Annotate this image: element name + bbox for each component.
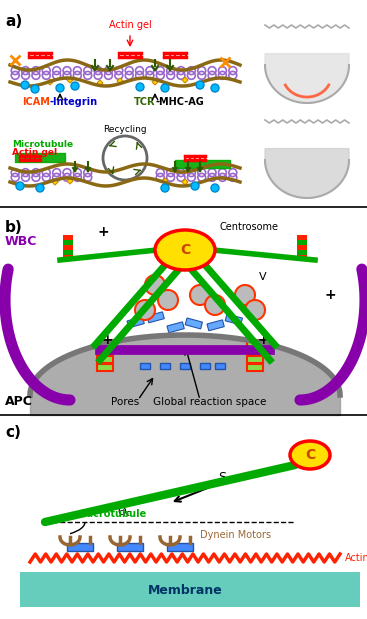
Bar	[297, 250, 307, 255]
Text: a): a)	[5, 14, 22, 29]
Text: Actin gel: Actin gel	[12, 148, 57, 157]
Bar	[247, 356, 263, 363]
Circle shape	[31, 85, 39, 93]
Text: +: +	[101, 333, 113, 347]
Text: b): b)	[5, 220, 23, 235]
Circle shape	[21, 81, 29, 89]
Polygon shape	[47, 79, 53, 85]
Polygon shape	[52, 179, 58, 185]
Bar	[297, 240, 307, 245]
Bar	[215, 363, 225, 369]
Bar	[63, 235, 73, 240]
Polygon shape	[265, 54, 349, 103]
Text: $\Theta_c$: $\Theta_c$	[117, 505, 132, 519]
Bar	[247, 364, 263, 371]
Text: +: +	[257, 333, 269, 347]
Bar	[97, 348, 113, 355]
Text: Centrosome: Centrosome	[220, 222, 279, 232]
Text: +: +	[324, 288, 336, 302]
Bar	[167, 326, 183, 333]
Bar	[97, 364, 113, 371]
Text: APC: APC	[5, 395, 33, 408]
Text: V: V	[259, 272, 267, 282]
Circle shape	[211, 84, 219, 92]
Circle shape	[245, 300, 265, 320]
Circle shape	[190, 285, 210, 305]
Circle shape	[211, 184, 219, 192]
Bar	[97, 340, 113, 347]
Polygon shape	[67, 178, 73, 184]
Circle shape	[161, 184, 169, 192]
Polygon shape	[182, 77, 188, 83]
Bar	[63, 245, 73, 250]
Text: Recycling: Recycling	[103, 125, 147, 134]
Circle shape	[191, 182, 199, 190]
Polygon shape	[152, 79, 158, 85]
Bar	[247, 348, 263, 355]
Bar	[247, 340, 263, 347]
Text: Membrane: Membrane	[148, 584, 222, 597]
Circle shape	[135, 300, 155, 320]
Circle shape	[161, 84, 169, 92]
Text: C: C	[305, 448, 315, 462]
Circle shape	[205, 295, 225, 315]
Circle shape	[56, 84, 64, 92]
Text: Actin: Actin	[345, 553, 367, 563]
Text: TCR: TCR	[134, 97, 155, 107]
Text: Pores: Pores	[111, 397, 139, 407]
Polygon shape	[182, 179, 188, 185]
Bar	[180, 363, 190, 369]
Text: C: C	[180, 243, 190, 257]
Bar	[63, 255, 73, 260]
Circle shape	[36, 184, 44, 192]
Bar	[185, 318, 203, 329]
Bar	[205, 324, 222, 335]
Text: +: +	[97, 225, 109, 239]
Bar	[225, 314, 243, 325]
Bar	[97, 356, 113, 363]
Text: Actin gel: Actin gel	[109, 20, 151, 30]
Circle shape	[196, 81, 204, 89]
Text: Microtubule: Microtubule	[80, 509, 146, 519]
Bar	[117, 543, 143, 551]
Ellipse shape	[290, 441, 330, 469]
Polygon shape	[162, 178, 168, 184]
Text: WBC: WBC	[5, 235, 37, 248]
Bar	[297, 245, 307, 250]
Bar	[145, 316, 163, 327]
Polygon shape	[97, 80, 103, 86]
Circle shape	[158, 290, 178, 310]
Text: -Integrin: -Integrin	[50, 97, 98, 107]
Bar	[63, 240, 73, 245]
Polygon shape	[117, 78, 123, 84]
Text: Dynein Motors: Dynein Motors	[200, 530, 271, 540]
Bar	[63, 250, 73, 255]
Circle shape	[16, 182, 24, 190]
Text: S: S	[218, 471, 226, 484]
Text: Microtubule: Microtubule	[12, 140, 73, 149]
Bar	[167, 543, 193, 551]
Circle shape	[136, 83, 144, 91]
Ellipse shape	[155, 230, 215, 270]
Text: Global reaction space: Global reaction space	[153, 397, 267, 407]
Bar	[20, 572, 360, 607]
Circle shape	[71, 82, 79, 90]
Text: ICAM: ICAM	[22, 97, 50, 107]
Text: c): c)	[5, 425, 21, 440]
Circle shape	[235, 285, 255, 305]
Bar	[297, 235, 307, 240]
Polygon shape	[67, 77, 73, 83]
Polygon shape	[265, 149, 349, 198]
Bar	[125, 321, 142, 332]
Bar	[67, 543, 93, 551]
Bar	[160, 363, 170, 369]
Text: -MHC-AG: -MHC-AG	[155, 97, 204, 107]
Circle shape	[145, 275, 165, 295]
Bar	[140, 363, 150, 369]
Bar	[297, 255, 307, 260]
Bar	[200, 363, 210, 369]
